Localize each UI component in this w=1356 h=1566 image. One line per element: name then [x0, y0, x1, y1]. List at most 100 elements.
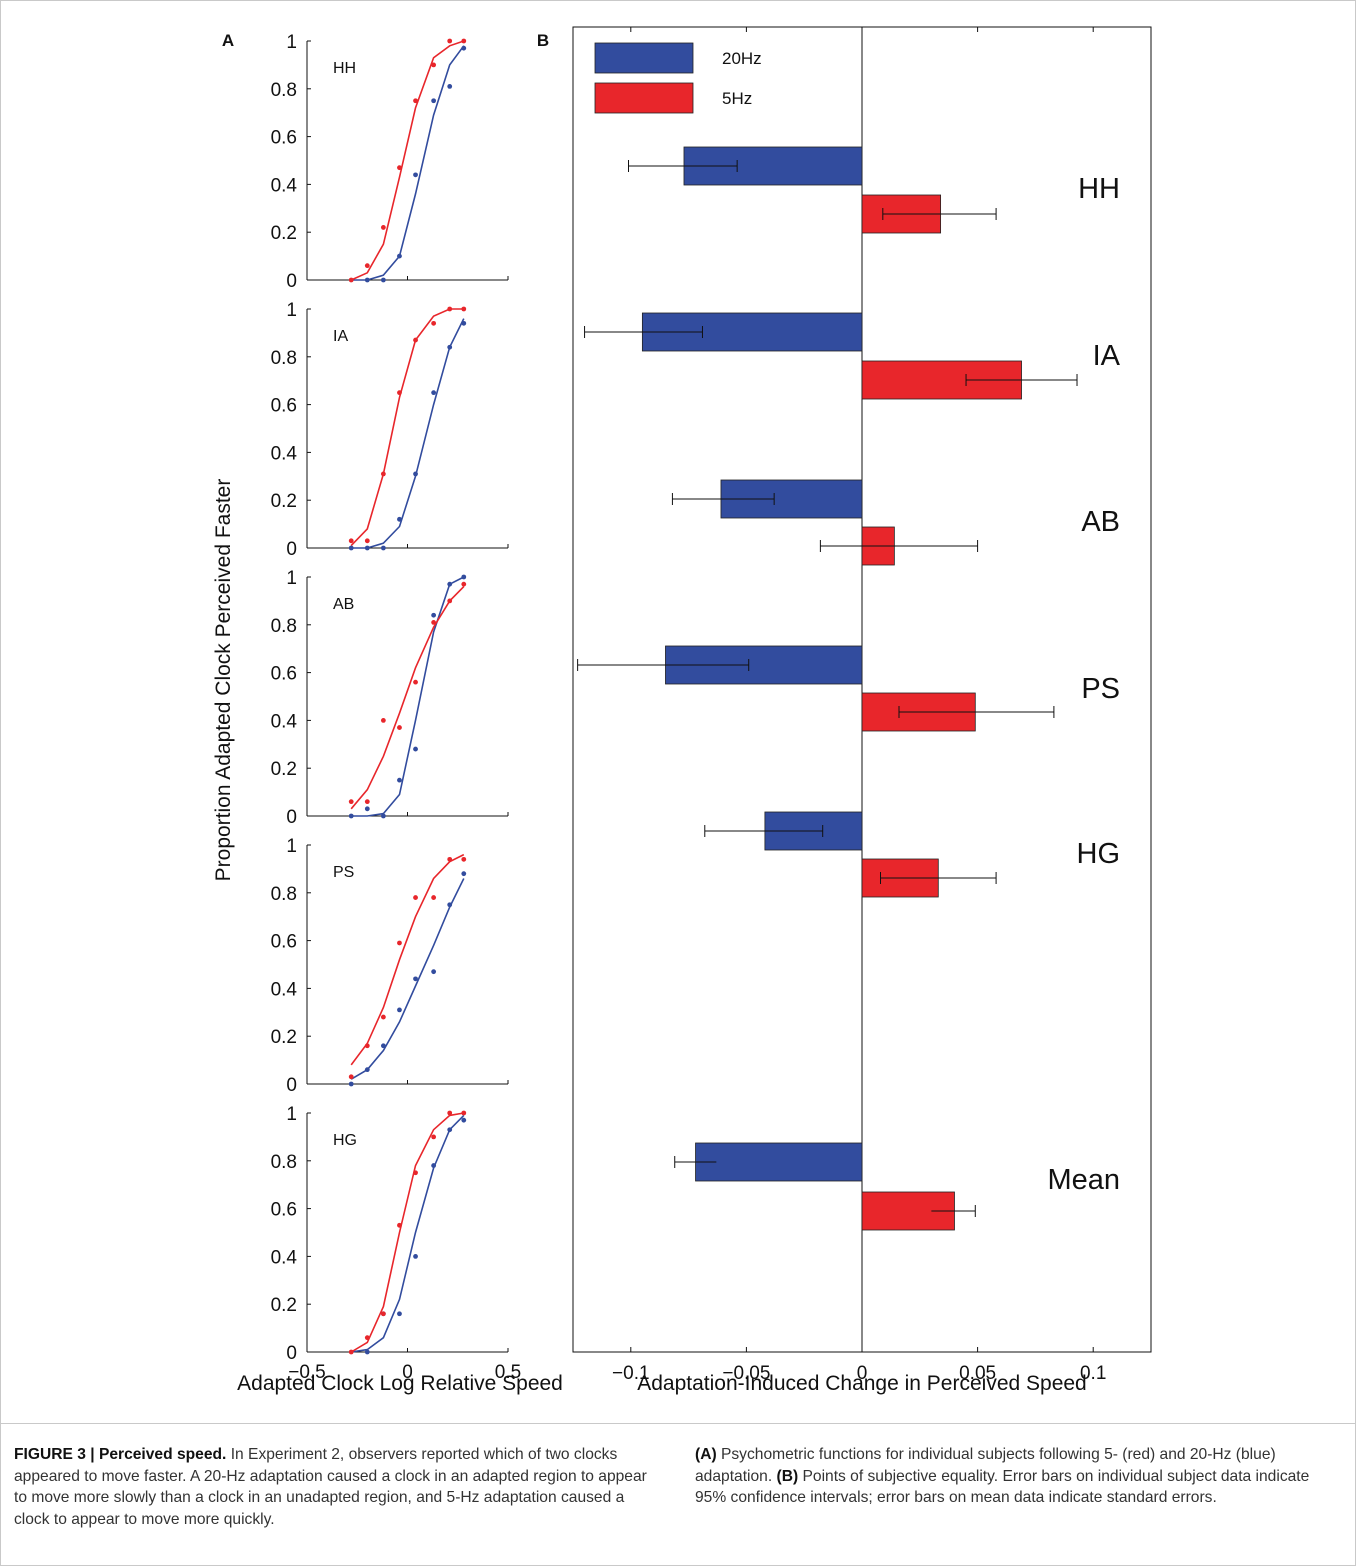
data-point-20hz: [461, 45, 467, 51]
data-point-5hz: [348, 538, 354, 544]
x-tick-label: 0: [402, 1362, 413, 1383]
data-point-20hz: [413, 1254, 418, 1259]
data-point-20hz: [380, 1043, 386, 1049]
data-point-20hz: [447, 902, 453, 908]
panel-a-label: A: [222, 31, 234, 50]
data-point-5hz: [364, 1043, 370, 1049]
bar-group-hg: HG: [704, 811, 1121, 898]
data-point-5hz: [447, 598, 453, 604]
fit-line-5hz: [350, 1112, 464, 1353]
y-tick-label: 0: [286, 271, 297, 292]
data-point-5hz: [380, 1311, 386, 1317]
figure-caption: FIGURE 3 | Perceived speed. In Experimen…: [0, 1423, 1356, 1566]
fit-line-5hz: [350, 853, 465, 1066]
x-tick-label: 0: [857, 1363, 868, 1384]
caption-left-text: In Experiment 2, observers reported whic…: [14, 1446, 647, 1528]
data-point-20hz: [413, 976, 418, 982]
y-tick-label: 1: [286, 32, 297, 53]
data-point-5hz: [431, 895, 437, 900]
data-point-5hz: [431, 62, 437, 68]
panel-a-xlabel: Adapted Clock Log Relative Speed: [237, 1372, 563, 1395]
legend: 20Hz 5Hz: [594, 42, 762, 114]
y-tick-label: 0.4: [271, 1247, 298, 1268]
data-point-20hz: [461, 574, 467, 580]
data-point-5hz: [413, 895, 418, 900]
fit-line-20hz: [350, 878, 465, 1080]
data-point-5hz: [364, 799, 370, 805]
subplot-ab: 0 0.2 0.4 0.6 0.8 1 AB: [271, 568, 509, 828]
y-tick-label: 0.4: [271, 979, 298, 1000]
data-point-5hz: [461, 856, 467, 862]
bar-group-hh: HH: [627, 146, 1120, 234]
subplot-label: HH: [333, 60, 356, 77]
data-point-20hz: [364, 1067, 370, 1073]
panel-a: A Proportion Adapted Clock Perceived Fast…: [212, 31, 563, 1395]
data-point-5hz: [348, 1074, 354, 1080]
data-point-5hz: [447, 38, 453, 44]
data-point-5hz: [413, 1170, 418, 1176]
x-tick-label: 0.1: [1080, 1363, 1106, 1384]
category-label: PS: [1081, 673, 1120, 705]
data-point-5hz: [461, 581, 467, 587]
y-tick-label: 1: [286, 836, 297, 857]
figure-canvas: A Proportion Adapted Clock Perceived Fast…: [212, 26, 1152, 1395]
data-point-20hz: [397, 253, 402, 259]
data-point-5hz: [348, 1349, 354, 1355]
caption-a-text: Psychometric functions for individual su…: [695, 1446, 1276, 1485]
data-point-20hz: [447, 1127, 453, 1133]
subplot-label: HG: [333, 1132, 357, 1149]
legend-swatch-5hz: [594, 82, 694, 114]
y-tick-label: 0.2: [271, 491, 297, 512]
panel-b-xlabel: Adaptation-Induced Change in Perceived S…: [637, 1372, 1087, 1395]
data-point-20hz: [364, 806, 370, 812]
data-point-20hz: [461, 320, 467, 326]
fit-line-20hz: [351, 318, 465, 549]
fit-line-20hz: [351, 45, 465, 281]
y-tick-label: 1: [286, 300, 297, 321]
data-point-5hz: [380, 718, 386, 723]
bar-group-ps: PS: [577, 645, 1120, 732]
data-point-5hz: [447, 306, 453, 312]
y-tick-label: 0: [286, 807, 297, 828]
data-point-5hz: [431, 1134, 437, 1140]
y-tick-label: 0.6: [271, 128, 297, 149]
y-tick-label: 1: [286, 568, 297, 589]
data-point-5hz: [380, 225, 386, 230]
y-tick-label: 0: [286, 1075, 297, 1096]
y-tick-label: 0.2: [271, 1295, 297, 1316]
data-point-20hz: [413, 471, 418, 477]
data-point-20hz: [397, 1007, 402, 1013]
data-point-20hz: [380, 545, 386, 551]
fit-line-20hz: [351, 576, 465, 817]
data-point-20hz: [413, 746, 418, 752]
data-point-5hz: [447, 1110, 453, 1116]
data-point-20hz: [447, 84, 453, 89]
category-label: HH: [1078, 173, 1120, 205]
y-tick-label: 0.4: [271, 175, 298, 196]
data-point-5hz: [397, 165, 402, 171]
data-point-5hz: [461, 38, 467, 44]
data-point-20hz: [461, 1117, 467, 1123]
y-tick-label: 0.8: [271, 348, 297, 369]
data-point-20hz: [413, 172, 418, 178]
data-point-20hz: [461, 871, 467, 877]
panel-b-label: B: [537, 31, 549, 50]
data-point-20hz: [431, 390, 437, 396]
y-tick-label: 0.8: [271, 1152, 297, 1173]
bar-20hz: [695, 1142, 863, 1182]
data-point-5hz: [461, 1110, 467, 1116]
panel-a-ylabel: Proportion Adapted Clock Perceived Faste…: [212, 479, 235, 882]
subplot-label: IA: [333, 328, 348, 345]
y-tick-label: 0.6: [271, 664, 297, 685]
y-tick-label: 1: [286, 1104, 297, 1125]
data-point-5hz: [348, 277, 354, 283]
fit-line-20hz: [351, 1114, 465, 1353]
data-point-5hz: [380, 1014, 386, 1020]
category-label: IA: [1093, 340, 1121, 372]
legend-label-20hz: 20Hz: [722, 49, 762, 68]
bar-group-ab: AB: [671, 479, 1120, 566]
caption-left-column: FIGURE 3 | Perceived speed. In Experimen…: [14, 1444, 664, 1530]
category-label: HG: [1077, 838, 1121, 870]
y-tick-label: 0.6: [271, 932, 297, 953]
